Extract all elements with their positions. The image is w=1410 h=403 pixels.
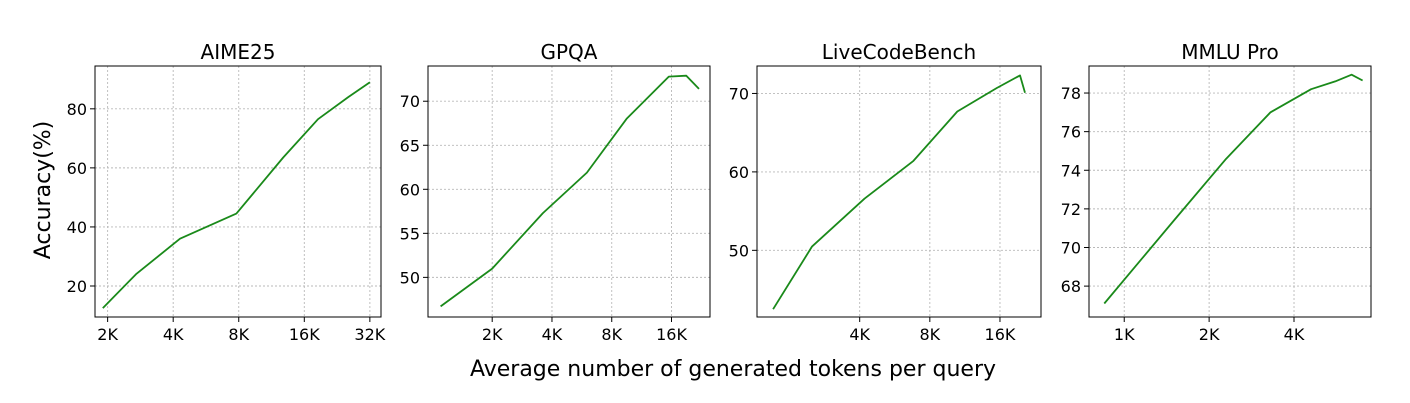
y-tick-label: 70 <box>400 92 420 111</box>
y-tick-label: 55 <box>400 224 420 243</box>
plot-frame <box>94 65 382 318</box>
y-tick-label: 60 <box>67 159 87 178</box>
chart-panel-1: 2K 4K 8K 16K 32K 20 40 60 80 AIME25 <box>67 40 386 344</box>
plot-frame <box>427 65 711 318</box>
x-tick-label: 8K <box>601 325 622 344</box>
x-tick-label: 16K <box>656 325 687 344</box>
y-tick-label: 70 <box>729 84 749 103</box>
plot-frame <box>756 65 1042 318</box>
accuracy-line <box>772 74 1026 310</box>
y-tick-label: 74 <box>1061 161 1081 180</box>
x-tick-label: 2K <box>482 325 503 344</box>
x-tick-label: 16K <box>985 325 1016 344</box>
x-tick-label: 8K <box>919 325 940 344</box>
y-tick-label: 50 <box>400 268 420 287</box>
chart-title: LiveCodeBench <box>822 40 976 64</box>
chart-panel-3: 4K 8K 16K 50 60 70 LiveCodeBench <box>729 40 1042 344</box>
y-tick-label: 76 <box>1061 123 1081 142</box>
chart-title: GPQA <box>541 40 598 64</box>
accuracy-line <box>102 81 371 309</box>
y-axis-label: Accuracy(%) <box>31 121 56 260</box>
x-tick-label: 1K <box>1114 325 1135 344</box>
chart-panel-4: 1K 2K 4K 68 70 72 74 76 78 MMLU Pro <box>1061 40 1372 344</box>
x-tick-label: 4K <box>542 325 563 344</box>
x-tick-label: 2K <box>1199 325 1220 344</box>
y-tick-label: 60 <box>400 180 420 199</box>
x-tick-label: 4K <box>1284 325 1305 344</box>
plot-frame <box>1088 65 1372 318</box>
y-tick-label: 40 <box>67 218 87 237</box>
y-tick-label: 70 <box>1061 238 1081 257</box>
y-tick-label: 50 <box>729 241 749 260</box>
y-tick-label: 65 <box>400 136 420 155</box>
chart-panel-2: 2K 4K 8K 16K 50 55 60 65 70 GPQA <box>400 40 711 344</box>
x-tick-label: 4K <box>849 325 870 344</box>
chart-title: AIME25 <box>201 40 276 64</box>
chart-title: MMLU Pro <box>1181 40 1278 64</box>
x-tick-label: 2K <box>97 325 118 344</box>
x-tick-label: 4K <box>163 325 184 344</box>
y-tick-label: 68 <box>1061 277 1081 296</box>
y-tick-label: 72 <box>1061 200 1081 219</box>
accuracy-line <box>440 74 700 308</box>
y-tick-label: 80 <box>67 100 87 119</box>
x-tick-label: 8K <box>228 325 249 344</box>
y-tick-label: 20 <box>67 277 87 296</box>
y-tick-label: 78 <box>1061 84 1081 103</box>
x-tick-label: 32K <box>354 325 385 344</box>
x-tick-label: 16K <box>289 325 320 344</box>
x-axis-label: Average number of generated tokens per q… <box>470 357 996 382</box>
y-tick-label: 60 <box>729 163 749 182</box>
accuracy-line <box>1103 73 1364 305</box>
